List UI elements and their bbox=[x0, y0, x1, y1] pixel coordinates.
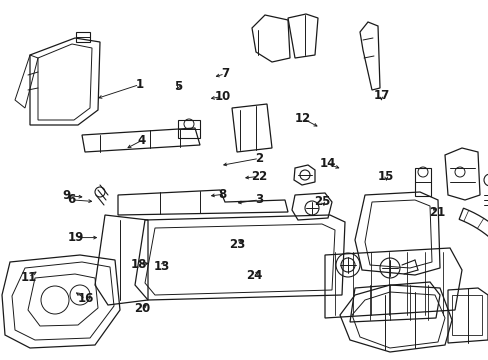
Text: 2: 2 bbox=[255, 152, 263, 165]
Text: 21: 21 bbox=[428, 206, 445, 219]
Text: 18: 18 bbox=[131, 258, 147, 271]
Text: 10: 10 bbox=[214, 90, 230, 103]
Text: 16: 16 bbox=[77, 292, 94, 305]
Text: 7: 7 bbox=[221, 67, 228, 80]
Text: 4: 4 bbox=[138, 134, 145, 147]
Bar bbox=[178, 120, 200, 138]
Text: 22: 22 bbox=[250, 170, 267, 183]
Text: 3: 3 bbox=[255, 193, 263, 206]
Text: 24: 24 bbox=[245, 269, 262, 282]
Text: 12: 12 bbox=[294, 112, 311, 125]
Bar bbox=[414, 168, 430, 196]
Text: 25: 25 bbox=[314, 195, 330, 208]
Text: 19: 19 bbox=[67, 231, 84, 244]
Text: 9: 9 bbox=[62, 189, 70, 202]
Text: 20: 20 bbox=[133, 302, 150, 315]
Text: 15: 15 bbox=[377, 170, 394, 183]
Text: 23: 23 bbox=[228, 238, 245, 251]
Text: 6: 6 bbox=[67, 193, 75, 206]
Text: 1: 1 bbox=[135, 78, 143, 91]
Text: 11: 11 bbox=[20, 271, 37, 284]
Bar bbox=[451, 295, 481, 335]
Text: 13: 13 bbox=[153, 260, 169, 273]
Bar bbox=[76, 32, 90, 42]
Text: 17: 17 bbox=[372, 89, 389, 102]
Text: 8: 8 bbox=[218, 188, 226, 201]
Text: 5: 5 bbox=[174, 80, 182, 93]
Text: 14: 14 bbox=[319, 157, 335, 170]
